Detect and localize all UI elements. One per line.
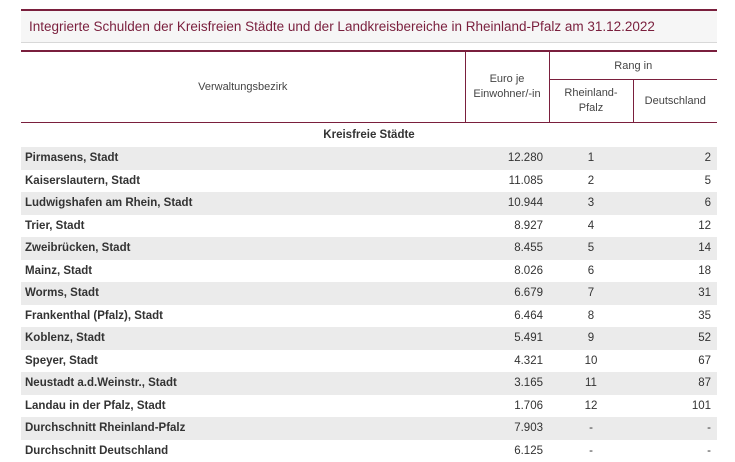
euro-per-capita-cell: 10.944	[465, 192, 549, 215]
header-rank-rlp: Rheinland- Pfalz	[549, 80, 633, 123]
euro-per-capita-cell: 4.321	[465, 350, 549, 373]
rank-de-cell: 12	[633, 215, 717, 238]
rank-de-cell: 31	[633, 282, 717, 305]
district-name-cell: Speyer, Stadt	[21, 350, 465, 373]
rank-de-cell: 52	[633, 327, 717, 350]
rank-de-cell: 101	[633, 395, 717, 418]
table-title-box: Integrierte Schulden der Kreisfreien Stä…	[21, 9, 717, 43]
district-name-cell: Durchschnitt Rheinland-Pfalz	[21, 417, 465, 440]
rank-rlp-cell: 12	[549, 395, 633, 418]
district-name-cell: Pirmasens, Stadt	[21, 147, 465, 170]
section-row: Kreisfreie Städte	[21, 123, 717, 148]
rank-de-cell: 67	[633, 350, 717, 373]
rank-de-cell: 18	[633, 260, 717, 283]
header-euro-line2: Einwohner/-in	[473, 88, 540, 100]
euro-per-capita-cell: 6.464	[465, 305, 549, 328]
debt-table-container: Integrierte Schulden der Kreisfreien Stä…	[21, 9, 717, 462]
district-name-cell: Kaiserslautern, Stadt	[21, 170, 465, 193]
header-row-top: Verwaltungsbezirk Euro je Einwohner/-in …	[21, 51, 717, 80]
header-rank-rlp-line1: Rheinland-	[564, 87, 617, 99]
rank-de-cell: 5	[633, 170, 717, 193]
euro-per-capita-cell: 6.125	[465, 440, 549, 462]
rank-de-cell: 35	[633, 305, 717, 328]
euro-per-capita-cell: 11.085	[465, 170, 549, 193]
header-rank-rlp-line2: Pfalz	[579, 102, 603, 114]
header-rank-de: Deutschland	[633, 80, 717, 123]
table-title: Integrierte Schulden der Kreisfreien Stä…	[29, 19, 655, 34]
euro-per-capita-cell: 8.927	[465, 215, 549, 238]
euro-per-capita-cell: 7.903	[465, 417, 549, 440]
header-euro: Euro je Einwohner/-in	[465, 51, 549, 123]
header-district: Verwaltungsbezirk	[21, 51, 465, 123]
rank-rlp-cell: 11	[549, 372, 633, 395]
debt-table: Verwaltungsbezirk Euro je Einwohner/-in …	[21, 50, 717, 462]
district-name-cell: Mainz, Stadt	[21, 260, 465, 283]
section-label: Kreisfreie Städte	[21, 123, 717, 148]
header-rank: Rang in	[549, 51, 717, 80]
header-rank-label: Rang in	[614, 60, 652, 72]
header-euro-line1: Euro je	[490, 73, 525, 85]
district-name-cell: Worms, Stadt	[21, 282, 465, 305]
euro-per-capita-cell: 3.165	[465, 372, 549, 395]
rank-de-cell: 14	[633, 237, 717, 260]
district-name-cell: Koblenz, Stadt	[21, 327, 465, 350]
rank-de-cell: -	[633, 417, 717, 440]
district-name-cell: Ludwigshafen am Rhein, Stadt	[21, 192, 465, 215]
header-rank-de-label: Deutschland	[645, 95, 706, 107]
euro-per-capita-cell: 8.455	[465, 237, 549, 260]
euro-per-capita-cell: 8.026	[465, 260, 549, 283]
rank-rlp-cell: 8	[549, 305, 633, 328]
euro-per-capita-cell: 12.280	[465, 147, 549, 170]
district-name-cell: Durchschnitt Deutschland	[21, 440, 465, 462]
rank-rlp-cell: 5	[549, 237, 633, 260]
rank-rlp-cell: 1	[549, 147, 633, 170]
header-district-label: Verwaltungsbezirk	[198, 81, 287, 93]
rank-de-cell: 2	[633, 147, 717, 170]
rank-rlp-cell: 4	[549, 215, 633, 238]
euro-per-capita-cell: 1.706	[465, 395, 549, 418]
rank-rlp-cell: 2	[549, 170, 633, 193]
rank-rlp-cell: 6	[549, 260, 633, 283]
rank-rlp-cell: 9	[549, 327, 633, 350]
rank-de-cell: 87	[633, 372, 717, 395]
rank-de-cell: 6	[633, 192, 717, 215]
rank-rlp-cell: 7	[549, 282, 633, 305]
rank-rlp-cell: -	[549, 417, 633, 440]
rank-rlp-cell: 10	[549, 350, 633, 373]
district-name-cell: Frankenthal (Pfalz), Stadt	[21, 305, 465, 328]
rank-rlp-cell: -	[549, 440, 633, 462]
district-name-cell: Zweibrücken, Stadt	[21, 237, 465, 260]
rank-rlp-cell: 3	[549, 192, 633, 215]
district-name-cell: Trier, Stadt	[21, 215, 465, 238]
euro-per-capita-cell: 6.679	[465, 282, 549, 305]
district-name-cell: Landau in der Pfalz, Stadt	[21, 395, 465, 418]
district-name-cell: Neustadt a.d.Weinstr., Stadt	[21, 372, 465, 395]
rank-de-cell: -	[633, 440, 717, 462]
euro-per-capita-cell: 5.491	[465, 327, 549, 350]
